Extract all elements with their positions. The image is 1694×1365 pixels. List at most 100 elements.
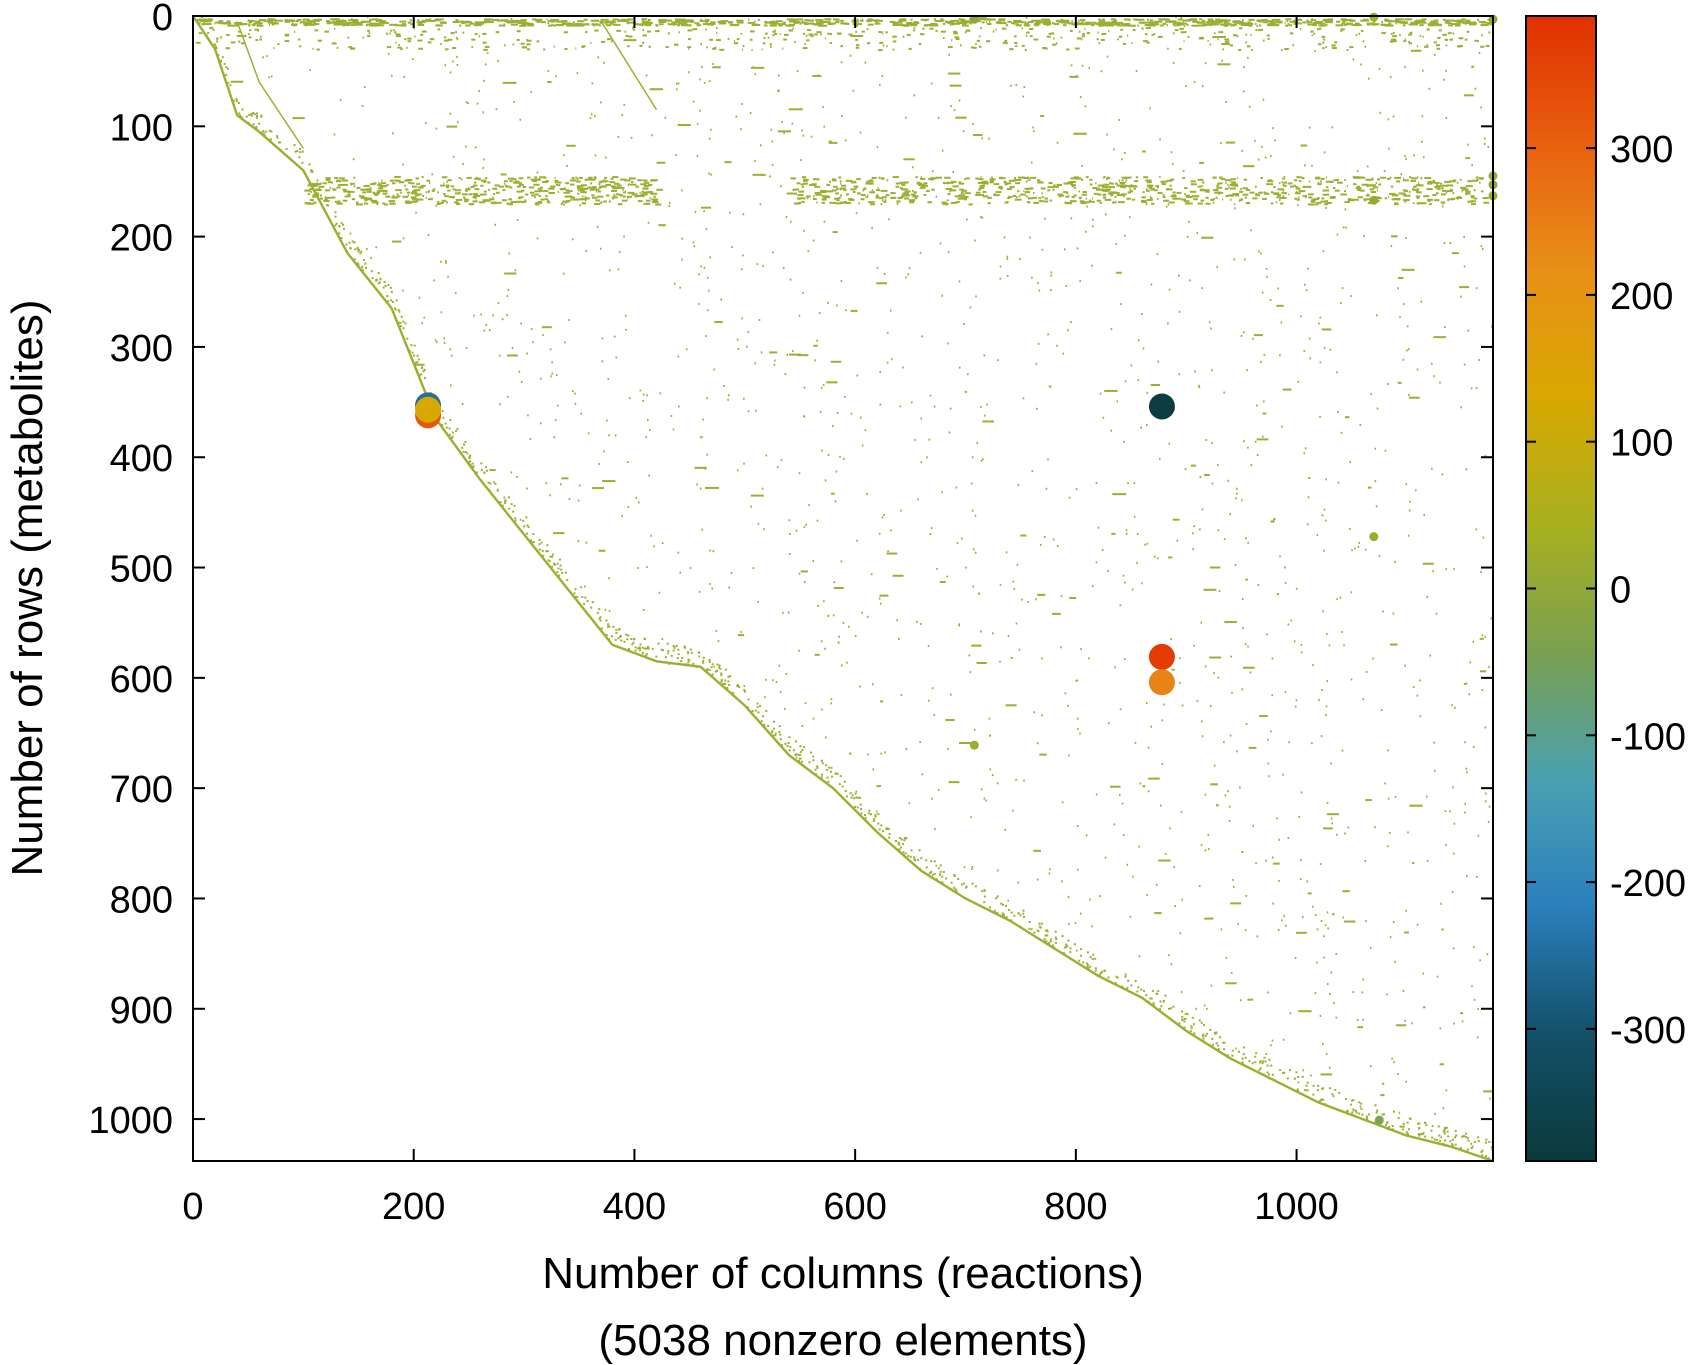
matrix-entry — [1420, 177, 1423, 180]
matrix-entry — [850, 309, 858, 312]
matrix-entry — [850, 35, 864, 38]
matrix-entry — [1166, 187, 1170, 190]
matrix-entry — [934, 828, 936, 831]
matrix-entry — [294, 150, 297, 153]
matrix-entry — [935, 864, 938, 867]
matrix-entry — [1332, 1095, 1335, 1098]
matrix-entry — [1094, 22, 1103, 25]
matrix-entry — [886, 45, 888, 48]
matrix-entry — [646, 566, 648, 569]
matrix-entry — [542, 554, 545, 557]
matrix-entry — [1147, 27, 1151, 30]
matrix-entry — [416, 199, 419, 202]
matrix-entry — [486, 469, 489, 472]
matrix-entry — [614, 638, 617, 641]
matrix-entry — [887, 827, 890, 830]
matrix-entry — [387, 52, 390, 55]
matrix-entry — [389, 286, 392, 289]
matrix-entry — [268, 129, 271, 132]
matrix-entry — [1442, 1142, 1445, 1145]
matrix-entry — [1196, 232, 1199, 235]
matrix-entry — [1392, 1128, 1395, 1131]
matrix-entry — [941, 201, 947, 204]
matrix-entry — [1204, 1034, 1207, 1037]
matrix-entry — [861, 444, 864, 447]
matrix-entry — [819, 189, 827, 192]
matrix-entry — [1394, 561, 1396, 564]
matrix-entry — [751, 49, 753, 52]
matrix-entry — [360, 188, 365, 191]
matrix-entry — [630, 637, 633, 640]
matrix-entry — [767, 36, 770, 39]
matrix-entry — [1178, 657, 1181, 660]
matrix-entry — [1110, 22, 1119, 25]
matrix-entry — [1477, 18, 1480, 21]
matrix-entry — [939, 864, 942, 867]
matrix-entry — [1225, 195, 1229, 198]
matrix-entry — [959, 188, 964, 191]
matrix-entry — [1022, 95, 1025, 98]
matrix-entry — [1341, 22, 1346, 25]
matrix-entry — [1179, 27, 1184, 30]
matrix-entry — [688, 659, 691, 662]
matrix-entry — [610, 40, 613, 43]
matrix-entry — [1271, 1073, 1274, 1076]
matrix-entry — [563, 154, 565, 157]
matrix-entry — [1261, 291, 1264, 294]
matrix-entry — [633, 638, 636, 641]
matrix-entry — [225, 66, 228, 69]
matrix-entry — [1174, 197, 1181, 200]
matrix-entry — [1271, 657, 1274, 660]
matrix-entry — [855, 796, 858, 799]
matrix-entry — [960, 20, 970, 23]
matrix-entry — [462, 451, 465, 454]
matrix-entry — [1032, 192, 1035, 195]
matrix-entry — [1243, 66, 1245, 69]
matrix-entry — [1126, 34, 1129, 37]
matrix-entry — [628, 18, 633, 21]
matrix-entry — [1073, 132, 1087, 135]
matrix-entry — [750, 30, 755, 33]
matrix-entry — [1121, 158, 1123, 161]
matrix-entry — [649, 22, 652, 25]
matrix-entry — [1227, 479, 1230, 482]
matrix-entry — [1377, 178, 1380, 181]
matrix-entry — [1286, 1077, 1289, 1080]
matrix-entry — [238, 40, 241, 43]
matrix-entry — [1027, 197, 1034, 200]
matrix-entry — [1442, 1130, 1445, 1133]
matrix-entry — [1127, 979, 1130, 982]
matrix-entry — [910, 401, 913, 404]
matrix-entry — [845, 179, 853, 182]
matrix-entry — [1102, 416, 1105, 419]
matrix-entry — [1164, 852, 1167, 855]
matrix-entry — [827, 301, 829, 304]
matrix-entry — [309, 188, 313, 191]
matrix-entry — [772, 679, 774, 682]
matrix-entry — [699, 436, 703, 439]
matrix-entry — [1388, 147, 1390, 150]
matrix-entry — [1154, 912, 1162, 915]
matrix-entry — [708, 661, 711, 664]
matrix-entry — [1461, 190, 1463, 193]
matrix-entry — [1141, 200, 1148, 203]
matrix-entry — [1300, 859, 1302, 862]
matrix-entry — [1321, 514, 1324, 517]
matrix-entry — [805, 34, 808, 37]
matrix-entry — [571, 177, 575, 180]
matrix-entry — [705, 18, 710, 21]
matrix-entry — [788, 20, 798, 23]
matrix-entry — [641, 646, 644, 649]
matrix-entry — [1056, 183, 1063, 186]
matrix-entry — [513, 504, 516, 507]
matrix-entry — [593, 24, 595, 27]
matrix-entry — [1063, 952, 1066, 955]
matrix-entry — [353, 182, 356, 185]
matrix-entry — [836, 199, 840, 202]
matrix-entry — [1430, 1129, 1433, 1132]
matrix-entry — [840, 19, 844, 22]
matrix-entry — [836, 412, 839, 415]
matrix-entry — [429, 181, 431, 184]
matrix-entry — [1104, 188, 1112, 191]
matrix-entry — [480, 462, 483, 465]
